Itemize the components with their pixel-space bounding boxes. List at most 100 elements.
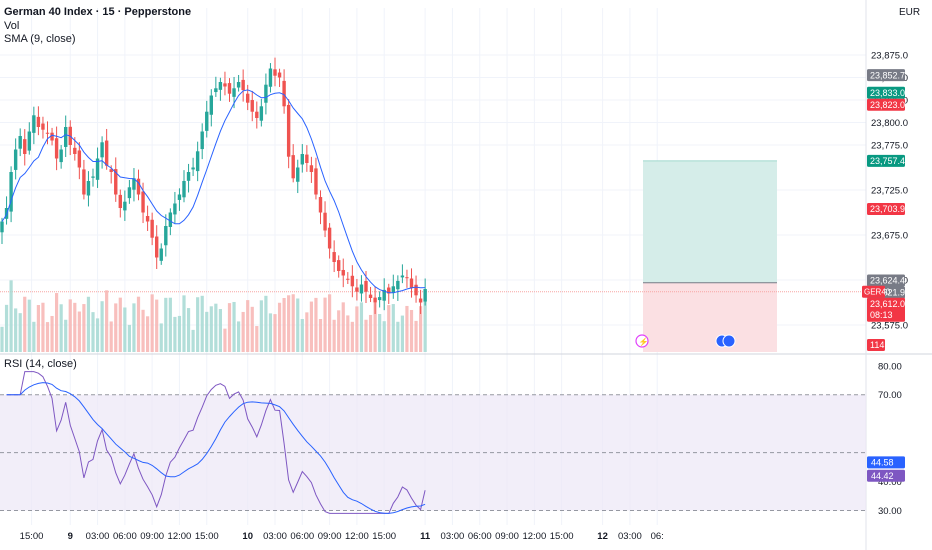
volume-bar [227, 303, 232, 352]
candle-body [141, 191, 145, 213]
candle-body [45, 132, 50, 134]
rsi-ma-line [6, 382, 426, 514]
candle-body [250, 100, 254, 112]
candle-body [36, 116, 41, 127]
candle-body [218, 82, 223, 90]
symbol-badge [862, 285, 885, 298]
volume-bar [141, 309, 145, 352]
candle-body [168, 212, 173, 227]
sma-layer [1, 89, 426, 294]
time-tick-label: 15:00 [550, 531, 574, 542]
candle-body [359, 284, 364, 294]
price-label-text: 23,823.0 [870, 100, 905, 110]
volume-bar [182, 295, 186, 352]
candle-body [337, 260, 341, 271]
volume-bar [127, 324, 131, 352]
volume-bar [423, 300, 427, 352]
time-tick-label: 11 [420, 531, 431, 542]
candle-body [355, 287, 359, 292]
candle-body [341, 269, 345, 276]
price-labels: 23,852.7 23,833.0 23,823.0 23,757.4 23,703.9… [635, 69, 905, 482]
volume-bar [355, 306, 359, 352]
volume-bar [4, 304, 9, 352]
volume-bar [405, 305, 409, 352]
candle-body [86, 181, 91, 196]
price-label-text: 23,703.9 [870, 204, 905, 214]
volume-bar [73, 302, 77, 352]
volume-bar [32, 321, 36, 352]
candle-body [214, 88, 218, 93]
volume-bar [277, 302, 282, 352]
candle-body [350, 275, 355, 287]
candle-body [414, 284, 418, 296]
time-tick-label: 15:00 [195, 531, 219, 542]
volume-bar [259, 300, 263, 352]
target-zone [643, 160, 777, 283]
volume-legend[interactable]: Vol [4, 20, 20, 32]
volume-bar [246, 300, 250, 352]
volume-bar [36, 305, 40, 352]
rsi-legend[interactable]: RSI (14, close) [4, 358, 77, 370]
time-tick-label: 06: [651, 531, 664, 542]
time-tick-label: 12:00 [522, 531, 546, 542]
chart-title[interactable]: German 40 Index · 15 · Pepperstone [4, 6, 192, 18]
candle-body [346, 278, 350, 280]
volume-bar [109, 321, 113, 352]
lightning-icon [635, 334, 649, 348]
time-tick-label: 09:00 [495, 531, 519, 542]
rsi-layer [0, 371, 866, 514]
volume-bar [50, 315, 54, 352]
candle-body [59, 149, 63, 163]
candle-body [373, 297, 377, 303]
candle-body [145, 216, 150, 222]
volume-bar [186, 308, 191, 352]
volume-bar [346, 315, 350, 352]
volume-bar [368, 314, 373, 352]
rsi-tick-label: 30.00 [878, 506, 902, 517]
volume-bar [273, 314, 277, 352]
candle-body [0, 221, 4, 233]
sma-legend[interactable]: SMA (9, close) [4, 33, 76, 45]
candle-body [64, 127, 68, 147]
volume-bar [173, 316, 177, 352]
volume-bar [114, 303, 118, 352]
candle-body [91, 176, 95, 178]
candle-body [286, 104, 291, 157]
rsi-ma-badge-text: 44.58 [871, 457, 894, 467]
candle-body [264, 84, 268, 103]
volume-bar [91, 312, 95, 352]
candle-body [318, 197, 323, 213]
candle-body [255, 111, 259, 118]
price-label-box [867, 154, 905, 167]
candle-body [296, 167, 300, 182]
volume-bar [59, 304, 63, 352]
currency-label[interactable]: EUR [899, 7, 921, 18]
candle-body [309, 165, 314, 172]
volume-bar [232, 301, 236, 352]
volume-bar [223, 328, 227, 352]
volume-bar [100, 301, 104, 352]
price-tick-label: 23,775.0 [871, 141, 908, 152]
rsi-line [6, 371, 426, 514]
candle-body [118, 194, 122, 208]
candle-body [100, 142, 104, 158]
countdown-text: 08:13 [870, 310, 893, 320]
volume-bar [305, 312, 309, 352]
price-label-box [867, 202, 905, 215]
volume-bar [287, 295, 291, 352]
volume-bar [95, 318, 100, 352]
volume-bar [82, 304, 86, 352]
volume-bar [118, 297, 122, 352]
volume-bar [214, 303, 218, 352]
candle-body [177, 194, 182, 200]
volume-bar [341, 302, 345, 352]
candle-body [277, 72, 282, 78]
volume-bar [9, 280, 13, 352]
volume-bar [237, 321, 241, 352]
volume-bar [414, 320, 418, 352]
price-tick-label: 23,875.0 [871, 51, 908, 62]
volume-bar [196, 297, 200, 352]
volume-bar [396, 321, 400, 352]
